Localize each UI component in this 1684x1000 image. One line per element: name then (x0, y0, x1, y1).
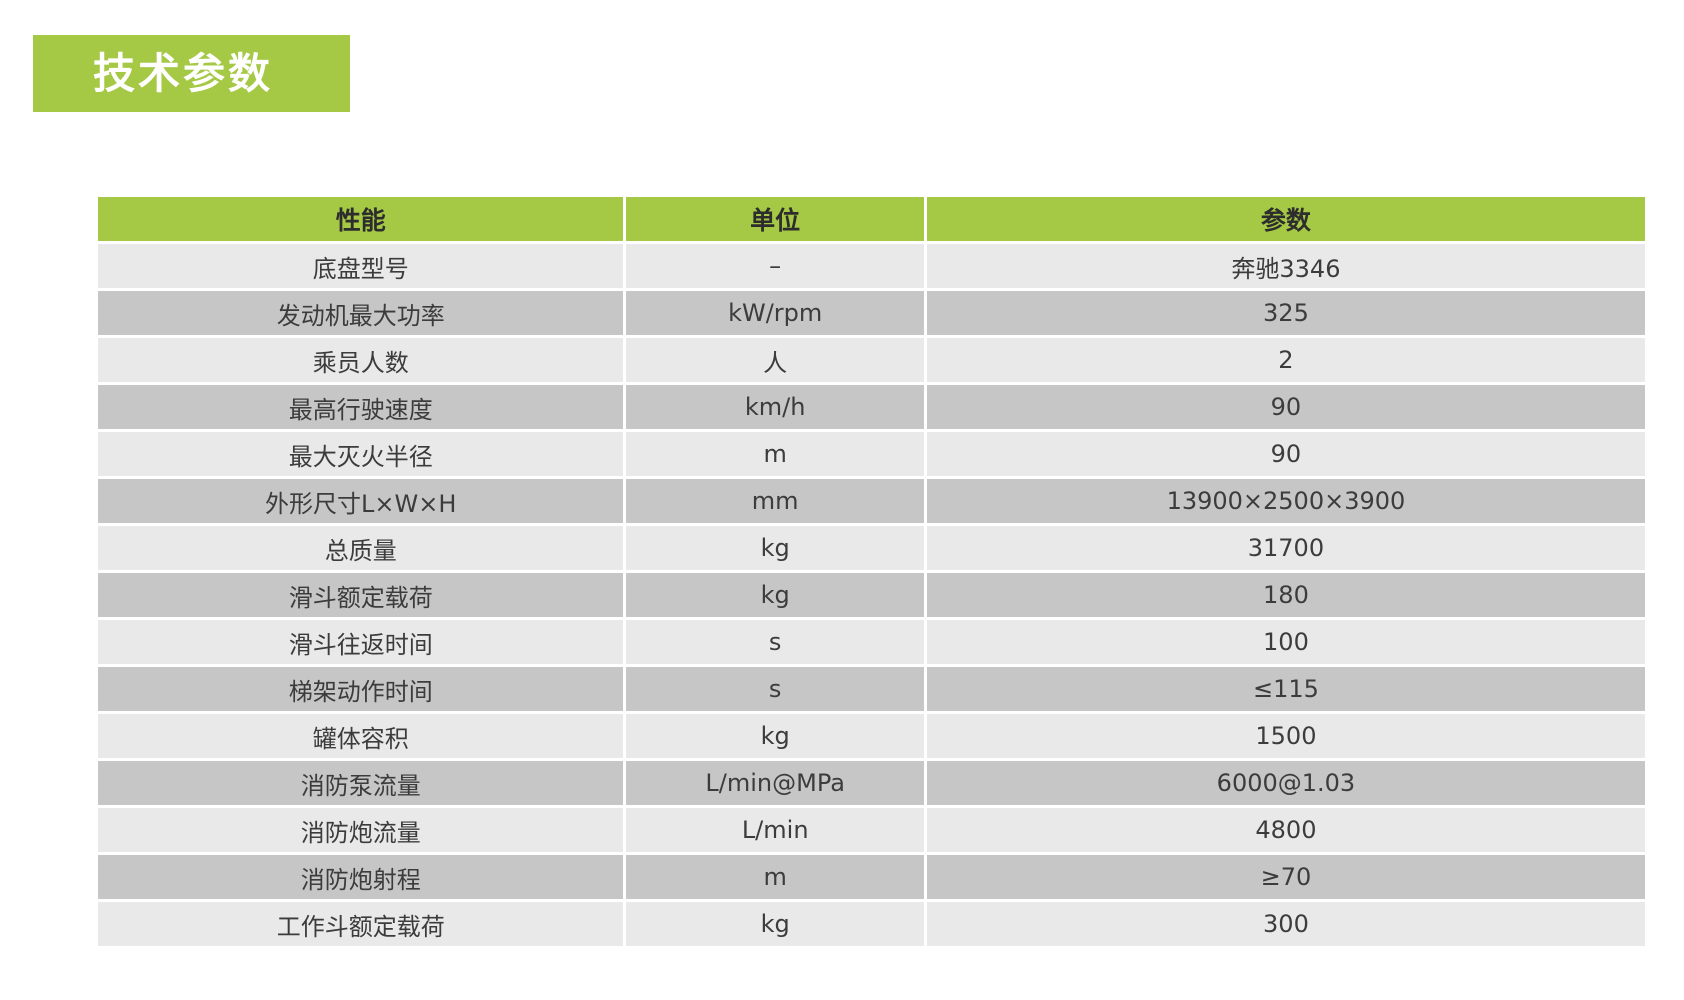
spec-unit-cell: kg (626, 526, 924, 570)
spec-unit-cell: mm (626, 479, 924, 523)
spec-name-cell: 总质量 (98, 526, 624, 570)
spec-unit-cell: – (626, 244, 924, 288)
column-header-parameter: 参数 (926, 197, 1645, 241)
spec-name-cell: 最大灭火半径 (98, 432, 624, 476)
spec-row: 消防泵流量 L/min@MPa 6000@1.03 (98, 761, 1645, 805)
spec-unit-cell: kg (626, 714, 924, 758)
spec-name-cell: 罐体容积 (98, 714, 624, 758)
spec-unit-cell: km/h (626, 385, 924, 429)
spec-value-cell: 31700 (926, 526, 1645, 570)
spec-value-cell: 90 (926, 385, 1645, 429)
spec-name-cell: 梯架动作时间 (98, 667, 624, 711)
spec-row: 发动机最大功率 kW/rpm 325 (98, 291, 1645, 335)
spec-row: 乘员人数人 2 (98, 338, 1645, 382)
spec-unit-cell: L/min@MPa (626, 761, 924, 805)
spec-row: 最大灭火半径 m 90 (98, 432, 1645, 476)
spec-name-cell: 乘员人数 (98, 338, 624, 382)
spec-name-cell: 发动机最大功率 (98, 291, 624, 335)
spec-row: 滑斗往返时间 s 100 (98, 620, 1645, 664)
spec-value-cell: 6000@1.03 (926, 761, 1645, 805)
spec-value-cell: 2 (926, 338, 1645, 382)
spec-name-cell: 消防泵流量 (98, 761, 624, 805)
column-header-performance: 性能 (98, 197, 624, 241)
spec-row: 罐体容积 kg 1500 (98, 714, 1645, 758)
spec-row: 滑斗额定载荷 kg 180 (98, 573, 1645, 617)
spec-value-cell: 4800 (926, 808, 1645, 852)
spec-name-cell: 最高行驶速度 (98, 385, 624, 429)
spec-unit-cell: L/min (626, 808, 924, 852)
spec-table: 性能 单位 参数 底盘型号 – 奔驰3346 发动机最大功率 kW/rpm 325 乘员人数… (95, 194, 1648, 949)
spec-value-cell: 325 (926, 291, 1645, 335)
spec-name-cell: 工作斗额定载荷 (98, 902, 624, 946)
spec-value-cell: 300 (926, 902, 1645, 946)
spec-unit-cell: kg (626, 573, 924, 617)
spec-row: 底盘型号 – 奔驰3346 (98, 244, 1645, 288)
spec-unit-cell: m (626, 432, 924, 476)
spec-name-cell: 消防炮流量 (98, 808, 624, 852)
spec-value-cell: ≥70 (926, 855, 1645, 899)
spec-row: 消防炮射程 m ≥70 (98, 855, 1645, 899)
spec-row: 梯架动作时间 s ≤115 (98, 667, 1645, 711)
spec-unit-cell: m (626, 855, 924, 899)
column-header-unit: 单位 (626, 197, 924, 241)
spec-name-cell: 消防炮射程 (98, 855, 624, 899)
spec-value-cell: 180 (926, 573, 1645, 617)
section-title: 技术参数 (93, 48, 274, 98)
spec-row: 消防炮流量 L/min 4800 (98, 808, 1645, 852)
spec-row: 工作斗额定载荷 kg 300 (98, 902, 1645, 946)
spec-unit-cell: kg (626, 902, 924, 946)
spec-row: 外形尺寸L×W×H mm 13900×2500×3900 (98, 479, 1645, 523)
spec-name-cell: 底盘型号 (98, 244, 624, 288)
section-title-block: 技术参数 (33, 35, 350, 112)
spec-name-cell: 滑斗往返时间 (98, 620, 624, 664)
spec-unit-cell: 人 (626, 338, 924, 382)
spec-row: 最高行驶速度 km/h 90 (98, 385, 1645, 429)
spec-value-cell: ≤115 (926, 667, 1645, 711)
spec-row: 总质量 kg 31700 (98, 526, 1645, 570)
spec-value-cell: 13900×2500×3900 (926, 479, 1645, 523)
spec-unit-cell: s (626, 667, 924, 711)
spec-value-cell: 100 (926, 620, 1645, 664)
spec-value-cell: 90 (926, 432, 1645, 476)
spec-name-cell: 滑斗额定载荷 (98, 573, 624, 617)
table-header-row: 性能 单位 参数 (98, 197, 1645, 241)
spec-unit-cell: s (626, 620, 924, 664)
spec-value-cell: 奔驰3346 (926, 244, 1645, 288)
spec-name-cell: 外形尺寸L×W×H (98, 479, 624, 523)
spec-unit-cell: kW/rpm (626, 291, 924, 335)
spec-value-cell: 1500 (926, 714, 1645, 758)
